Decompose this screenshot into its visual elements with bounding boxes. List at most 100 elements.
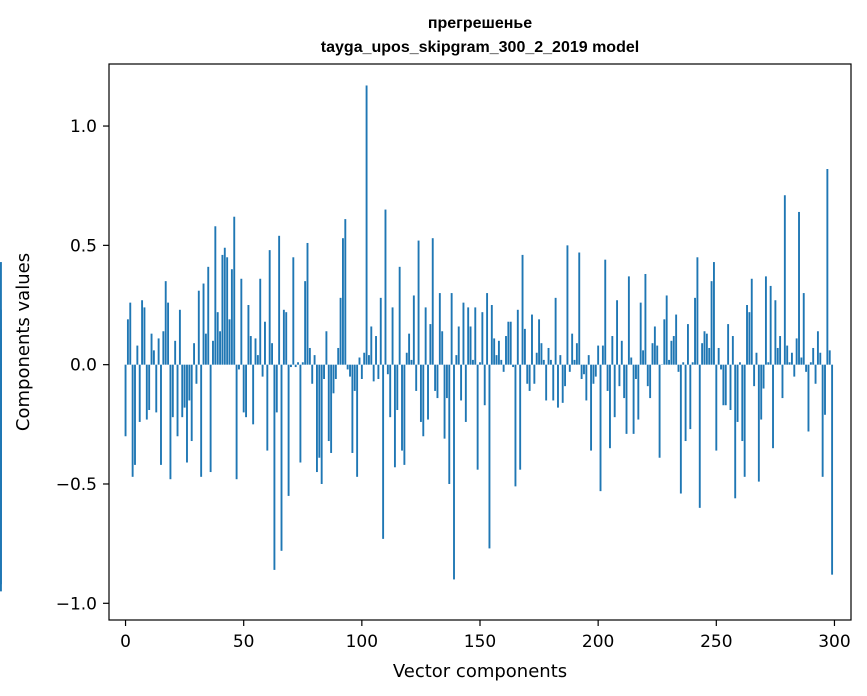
bar <box>819 352 822 365</box>
x-tick-label: 100 <box>346 632 378 652</box>
bar <box>554 297 557 365</box>
bar <box>337 347 340 365</box>
bar <box>356 364 359 477</box>
y-tick-label: 0.0 <box>70 356 97 376</box>
bar <box>547 347 550 365</box>
bar <box>417 240 420 365</box>
bar <box>360 364 363 379</box>
bar <box>474 307 477 365</box>
bar <box>233 216 236 365</box>
bar <box>557 364 559 408</box>
bar <box>710 281 713 365</box>
bar <box>533 364 536 384</box>
x-tick-label: 0 <box>120 632 131 652</box>
bar <box>391 307 394 365</box>
bar <box>334 364 337 379</box>
bar <box>795 338 798 365</box>
bar <box>549 359 552 365</box>
bar <box>720 364 722 370</box>
bar <box>694 297 696 365</box>
bar <box>226 257 229 365</box>
bar <box>717 347 720 365</box>
bar <box>663 319 666 365</box>
bar <box>760 364 763 420</box>
bar <box>637 364 640 420</box>
bar <box>325 331 328 365</box>
bar <box>363 352 366 365</box>
bar <box>370 326 373 365</box>
bar <box>646 364 649 387</box>
bar <box>349 364 351 377</box>
bar <box>469 326 472 365</box>
bar <box>169 364 172 480</box>
bar <box>195 364 198 384</box>
bar <box>188 364 191 401</box>
bar <box>278 235 281 365</box>
bar <box>809 362 812 365</box>
bar <box>436 364 439 399</box>
bar <box>280 364 283 551</box>
bar <box>639 302 642 365</box>
bar <box>767 362 770 365</box>
bar <box>583 364 585 375</box>
bar <box>131 364 134 477</box>
bar <box>405 352 408 365</box>
bar <box>176 364 179 437</box>
bar <box>316 364 318 473</box>
bar <box>578 252 581 365</box>
bar <box>256 355 259 365</box>
bar <box>424 307 427 365</box>
bar <box>393 364 396 468</box>
bar <box>587 355 590 365</box>
bar <box>670 340 673 365</box>
bar <box>644 273 647 365</box>
bar <box>457 326 460 365</box>
bar <box>597 345 600 365</box>
y-tick-label: 1.0 <box>70 117 97 137</box>
bar <box>398 266 401 365</box>
bar <box>675 314 678 365</box>
bar <box>764 276 767 365</box>
bar <box>776 347 779 365</box>
bar <box>471 359 474 365</box>
bar <box>266 364 269 451</box>
bar <box>389 364 392 418</box>
bar <box>382 364 385 539</box>
bar <box>294 364 297 368</box>
bar <box>769 285 772 365</box>
bar <box>308 347 311 365</box>
bar <box>696 257 699 365</box>
bar <box>642 350 644 365</box>
bar <box>625 364 628 434</box>
bar <box>162 331 165 365</box>
bar <box>242 364 245 413</box>
bar <box>408 333 411 365</box>
bar <box>318 364 321 458</box>
y-tick-label: 0.5 <box>70 236 97 256</box>
bar <box>483 364 486 406</box>
bar <box>821 364 824 477</box>
bar <box>757 364 760 482</box>
bar <box>816 331 819 365</box>
bar <box>750 278 753 365</box>
bar <box>223 247 226 365</box>
bar <box>221 254 224 365</box>
bar <box>235 364 238 480</box>
bar <box>802 293 805 365</box>
bar <box>268 250 271 365</box>
bar <box>783 195 786 365</box>
bar <box>252 364 255 425</box>
bar <box>677 364 680 372</box>
bar <box>138 364 141 422</box>
bar <box>164 281 167 365</box>
bar <box>826 169 829 365</box>
bar <box>330 364 333 453</box>
bar <box>216 312 219 365</box>
bar <box>786 345 789 365</box>
bar <box>514 364 517 487</box>
bar <box>171 364 174 418</box>
bar <box>297 362 299 365</box>
bar <box>592 364 595 384</box>
bar <box>167 302 170 365</box>
